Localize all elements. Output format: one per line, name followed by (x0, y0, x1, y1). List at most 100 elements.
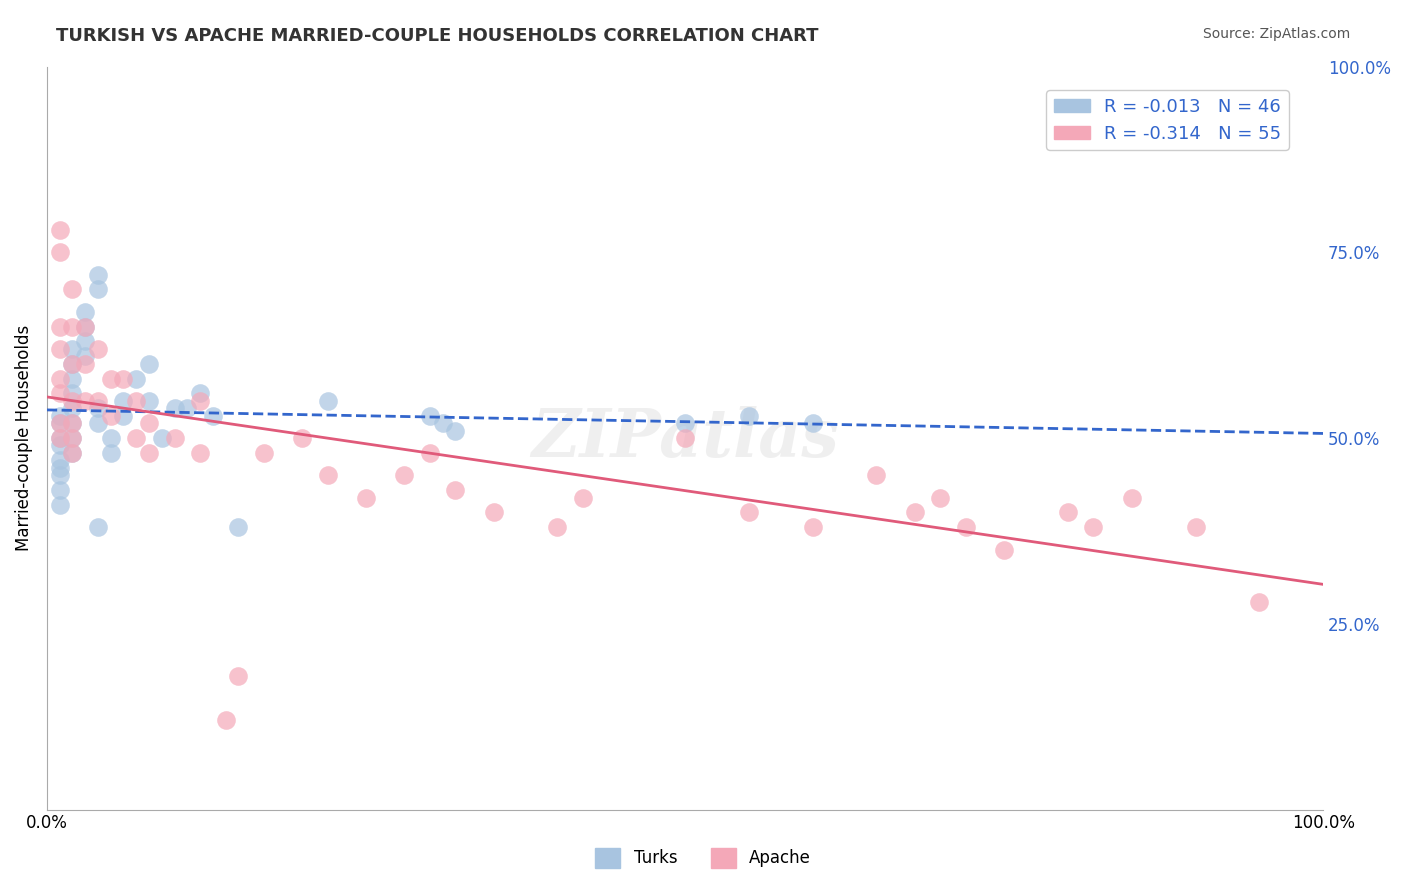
Point (419, 409, 441, 423)
Point (100, 371, 122, 385)
Point (87, 520, 110, 534)
Point (419, 446, 441, 460)
Point (1121, 491, 1143, 505)
Legend: R = -0.013   N = 46, R = -0.314   N = 55: R = -0.013 N = 46, R = -0.314 N = 55 (1046, 90, 1288, 150)
Point (87, 342, 110, 356)
Point (75, 357, 97, 371)
Point (138, 446, 160, 460)
Point (48, 409, 70, 423)
Point (801, 416, 824, 430)
Point (993, 542, 1015, 557)
Point (188, 446, 211, 460)
Point (62, 283, 84, 297)
Point (48, 319, 70, 334)
Point (62, 357, 84, 371)
Point (48, 468, 70, 483)
Point (48, 245, 70, 260)
Text: ZIPatlas: ZIPatlas (531, 406, 839, 471)
Point (48, 371, 70, 385)
Point (1057, 505, 1080, 519)
Point (62, 446, 84, 460)
Point (253, 446, 276, 460)
Point (444, 424, 467, 438)
Point (125, 371, 148, 385)
Point (62, 416, 84, 430)
Point (1083, 520, 1105, 534)
Point (75, 305, 97, 319)
Point (150, 431, 173, 445)
Point (48, 431, 70, 445)
Point (138, 357, 160, 371)
Point (188, 393, 211, 408)
Point (62, 386, 84, 401)
Point (62, 357, 84, 371)
Point (482, 505, 505, 519)
Point (48, 342, 70, 356)
Point (176, 401, 198, 416)
Point (62, 416, 84, 430)
Point (1184, 520, 1206, 534)
Point (48, 416, 70, 430)
Point (62, 393, 84, 408)
Point (673, 416, 696, 430)
Point (62, 431, 84, 445)
Point (62, 401, 84, 416)
Point (100, 409, 122, 423)
Point (865, 468, 887, 483)
Point (955, 520, 977, 534)
Legend: Turks, Apache: Turks, Apache (589, 841, 817, 875)
Point (572, 491, 595, 505)
Point (48, 438, 70, 452)
Text: Source: ZipAtlas.com: Source: ZipAtlas.com (1202, 27, 1350, 41)
Point (62, 319, 84, 334)
Point (1249, 594, 1271, 608)
Point (48, 483, 70, 497)
Point (87, 416, 110, 430)
Point (112, 393, 135, 408)
Point (112, 409, 135, 423)
Point (801, 520, 824, 534)
Point (48, 416, 70, 430)
Point (75, 334, 97, 349)
Point (48, 223, 70, 237)
Point (75, 393, 97, 408)
Point (75, 349, 97, 363)
Point (75, 319, 97, 334)
Point (87, 393, 110, 408)
Point (62, 371, 84, 385)
Text: TURKISH VS APACHE MARRIED-COUPLE HOUSEHOLDS CORRELATION CHART: TURKISH VS APACHE MARRIED-COUPLE HOUSEHO… (56, 27, 818, 45)
Point (125, 393, 148, 408)
Point (48, 386, 70, 401)
Point (904, 505, 927, 519)
Point (112, 371, 135, 385)
Point (316, 393, 339, 408)
Point (673, 431, 696, 445)
Point (138, 416, 160, 430)
Point (214, 714, 236, 728)
Point (87, 401, 110, 416)
Point (929, 491, 952, 505)
Point (87, 268, 110, 282)
Point (87, 283, 110, 297)
Point (228, 669, 250, 683)
Point (444, 483, 467, 497)
Point (316, 468, 339, 483)
Point (100, 431, 122, 445)
Point (48, 431, 70, 445)
Point (48, 498, 70, 512)
Point (62, 431, 84, 445)
Point (738, 505, 761, 519)
Point (432, 416, 454, 430)
Point (138, 393, 160, 408)
Point (48, 453, 70, 467)
Point (48, 460, 70, 475)
Point (738, 409, 761, 423)
Y-axis label: Married-couple Households: Married-couple Households (15, 325, 32, 551)
Point (201, 409, 224, 423)
Point (75, 319, 97, 334)
Point (291, 431, 314, 445)
Point (62, 446, 84, 460)
Point (125, 431, 148, 445)
Point (354, 491, 377, 505)
Point (163, 401, 186, 416)
